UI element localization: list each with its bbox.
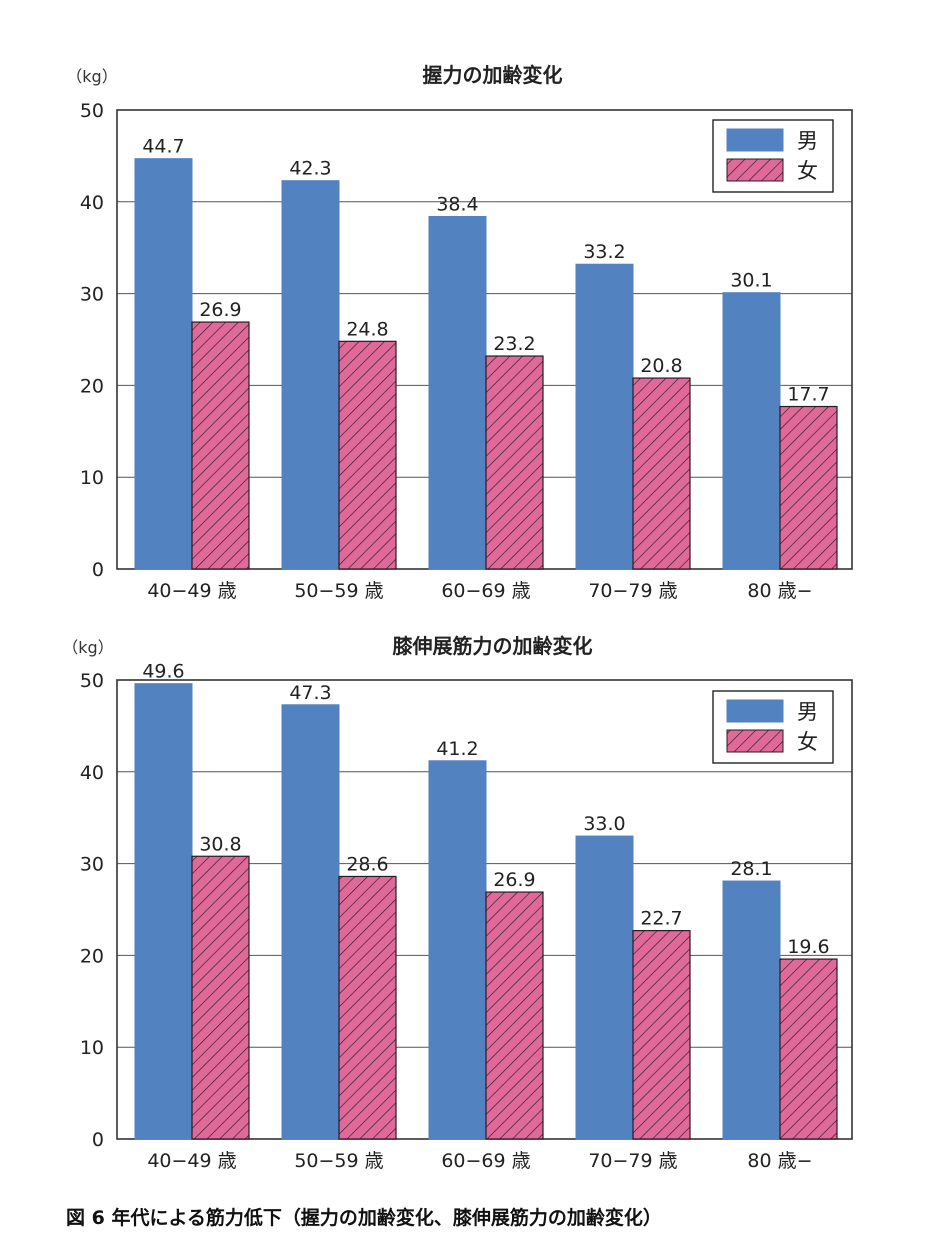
male-bar [722,880,781,1140]
x-tick-label: 60−69 歳 [441,1150,530,1172]
female-legend-label: 女 [797,730,818,754]
y-tick-label: 20 [80,375,104,397]
male-bar [428,215,487,570]
y-tick-label: 30 [80,854,104,876]
figure-caption: 図 6 年代による筋力低下（握力の加齢変化、膝伸展筋力の加齢変化） [66,1207,662,1229]
x-tick-label: 50−59 歳 [294,580,383,602]
male-bar [281,704,340,1140]
x-tick-label: 40−49 歳 [147,1150,236,1172]
x-tick-label: 50−59 歳 [294,1150,383,1172]
data-label: 22.7 [640,908,682,930]
y-tick-label: 0 [92,559,104,581]
female-bar [485,891,544,1140]
female-bar [485,355,544,570]
male-bar [134,158,193,570]
data-label: 28.1 [730,858,772,880]
x-tick-label: 80 歳− [747,1150,812,1172]
female-bar [338,340,397,570]
y-tick-label: 40 [80,192,104,214]
data-label: 41.2 [436,738,478,760]
data-label: 42.3 [289,158,331,180]
female-bar [779,405,838,570]
x-tick-label: 40−49 歳 [147,580,236,602]
y-tick-label: 30 [80,284,104,306]
data-label: 30.8 [199,833,241,855]
data-label: 20.8 [640,355,682,377]
data-label: 38.4 [436,193,478,215]
chart-title: 膝伸展筋力の加齢変化 [393,634,593,658]
data-label: 33.0 [583,813,625,835]
female-bar [632,377,691,570]
data-label: 49.6 [142,661,184,683]
data-label: 23.2 [493,333,535,355]
y-tick-label: 40 [80,762,104,784]
y-tick-label: 50 [80,100,104,122]
data-label: 26.9 [493,869,535,891]
male-bar [575,835,634,1140]
female-bar [779,958,838,1140]
male-legend-label: 男 [797,700,818,724]
y-unit-label: （kg） [62,638,113,657]
male-bar [428,760,487,1140]
data-label: 17.7 [787,384,829,406]
x-tick-label: 70−79 歳 [588,580,677,602]
y-tick-label: 50 [80,670,104,692]
female-bar [191,321,250,570]
male-legend-swatch [726,128,784,152]
female-bar [338,875,397,1140]
female-legend-swatch [726,158,784,182]
grip-strength-chart: 握力の加齢変化 （kg） 0 10 20 30 40 50 44.7 26.9 40−49 歳 42.… [66,63,853,602]
knee-extension-strength-chart: 膝伸展筋力の加齢変化 （kg） 0 10 20 30 40 50 49.6 30.8 40−49 歳… [62,634,853,1172]
female-legend-label: 女 [797,159,818,183]
male-bar [281,180,340,570]
data-label: 44.7 [142,136,184,158]
data-label: 47.3 [289,682,331,704]
male-bar [722,292,781,570]
female-legend-swatch [726,729,784,753]
y-tick-label: 0 [92,1129,104,1151]
data-label: 26.9 [199,299,241,321]
x-tick-label: 80 歳− [747,580,812,602]
data-label: 28.6 [346,853,388,875]
male-legend-label: 男 [797,129,818,153]
x-tick-label: 70−79 歳 [588,1150,677,1172]
male-legend-swatch [726,699,784,723]
male-bar [134,683,193,1140]
male-bar [575,263,634,570]
y-unit-label: （kg） [66,67,117,86]
data-label: 33.2 [583,241,625,263]
y-tick-label: 20 [80,945,104,967]
y-tick-label: 10 [80,467,104,489]
data-label: 24.8 [346,318,388,340]
female-bar [632,930,691,1140]
female-bar [191,855,250,1140]
x-tick-label: 60−69 歳 [441,580,530,602]
chart-title: 握力の加齢変化 [423,63,563,87]
y-tick-label: 10 [80,1037,104,1059]
data-label: 19.6 [787,936,829,958]
data-label: 30.1 [730,270,772,292]
